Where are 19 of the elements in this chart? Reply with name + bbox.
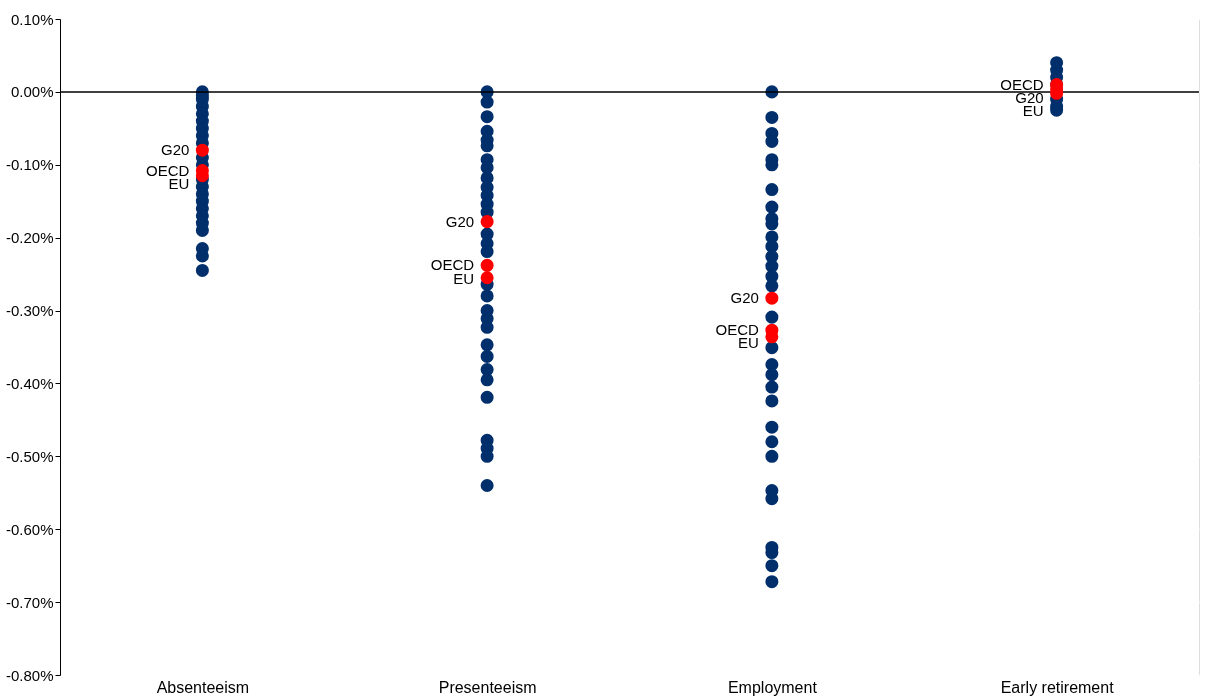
annotation: OECD: [146, 161, 190, 179]
y-tick-label: -0.50%: [5, 447, 54, 465]
annotation: G20: [161, 141, 190, 159]
annotation: G20: [445, 212, 475, 230]
x-tick-label: Employment: [727, 678, 818, 696]
y-tick-label: -0.10%: [5, 156, 54, 174]
y-tick-label: -0.40%: [5, 374, 54, 392]
x-tick-label: Presenteeism: [438, 678, 537, 696]
y-tick-label: -0.70%: [5, 593, 54, 611]
annotation: OECD: [1000, 75, 1044, 93]
y-tick-label: 0.00%: [10, 83, 54, 101]
x-tick-label: Absenteeism: [156, 678, 250, 696]
x-tick-label: Early retirement: [1000, 678, 1115, 696]
annotation: G20: [730, 289, 759, 307]
y-tick-label: -0.60%: [5, 520, 54, 538]
y-tick-label: -0.30%: [5, 302, 54, 320]
y-tick-label: -0.20%: [5, 229, 54, 247]
y-tick-label: -0.80%: [5, 666, 54, 684]
y-tick-label: 0.10%: [10, 10, 54, 28]
